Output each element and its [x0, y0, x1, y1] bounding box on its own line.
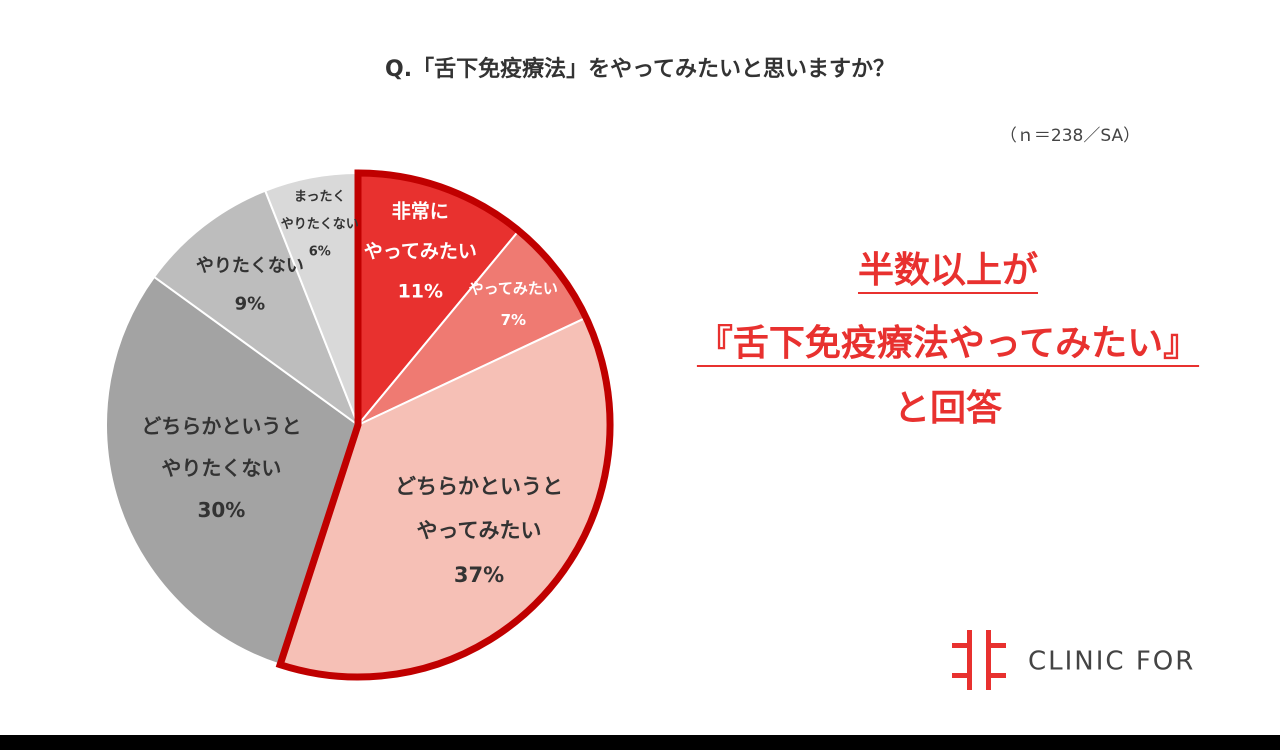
slice-label: どちらかというと	[141, 414, 301, 438]
callout-text: と回答	[894, 388, 1003, 429]
slice-label: やってみたい	[364, 240, 477, 262]
value-label: 37%	[454, 563, 504, 587]
slice-label: 非常に	[392, 200, 449, 223]
slice-label: やりたくない	[281, 217, 359, 232]
value-label: 6%	[309, 244, 331, 259]
logo-text: CLINIC FOR	[1028, 647, 1195, 677]
logo: CLINIC FOR	[952, 630, 1195, 690]
pie-slice	[152, 189, 361, 428]
sample-note: （ｎ＝238／SA）	[1000, 126, 1140, 146]
callout-text: 『舌下免疫療法やってみたい』	[697, 323, 1199, 364]
bottom-bar	[0, 735, 1280, 750]
value-label: 11%	[398, 280, 443, 302]
value-label: 30%	[197, 498, 245, 522]
slice-label: やりたくない	[161, 456, 281, 480]
slice-label: やってみたい	[469, 279, 558, 297]
value-label: 9%	[235, 294, 266, 315]
value-label: 7%	[501, 311, 526, 329]
slice-label: やってみたい	[417, 519, 542, 543]
slice-label: まったく	[294, 190, 345, 205]
chart-title: Q.「舌下免疫療法」をやってみたいと思いますか？	[385, 56, 895, 82]
pie-slice	[105, 275, 360, 666]
slice-label: やりたくない	[196, 256, 304, 277]
highlight-outline	[275, 169, 614, 681]
callout-text: 半数以上が	[858, 250, 1038, 291]
slice-label: どちらかというと	[395, 475, 563, 499]
